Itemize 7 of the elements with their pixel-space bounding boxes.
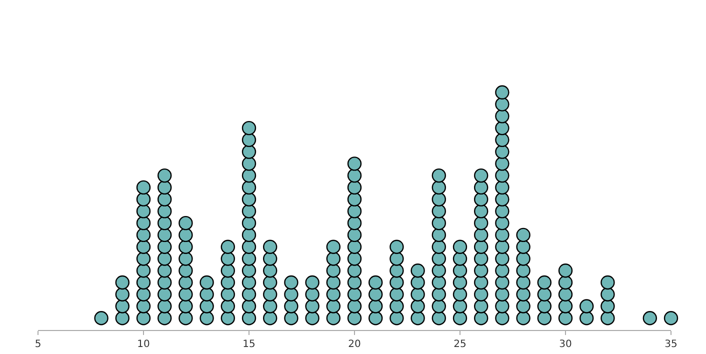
x-tick-label: 10 [137,339,150,350]
x-tick-label: 25 [454,339,466,350]
x-tick-label: 20 [348,339,361,350]
x-tick-label: 5 [34,339,42,350]
x-tick-label: 35 [664,339,678,350]
x-tick-label: 30 [559,339,572,350]
x-tick-label: 15 [242,339,256,350]
